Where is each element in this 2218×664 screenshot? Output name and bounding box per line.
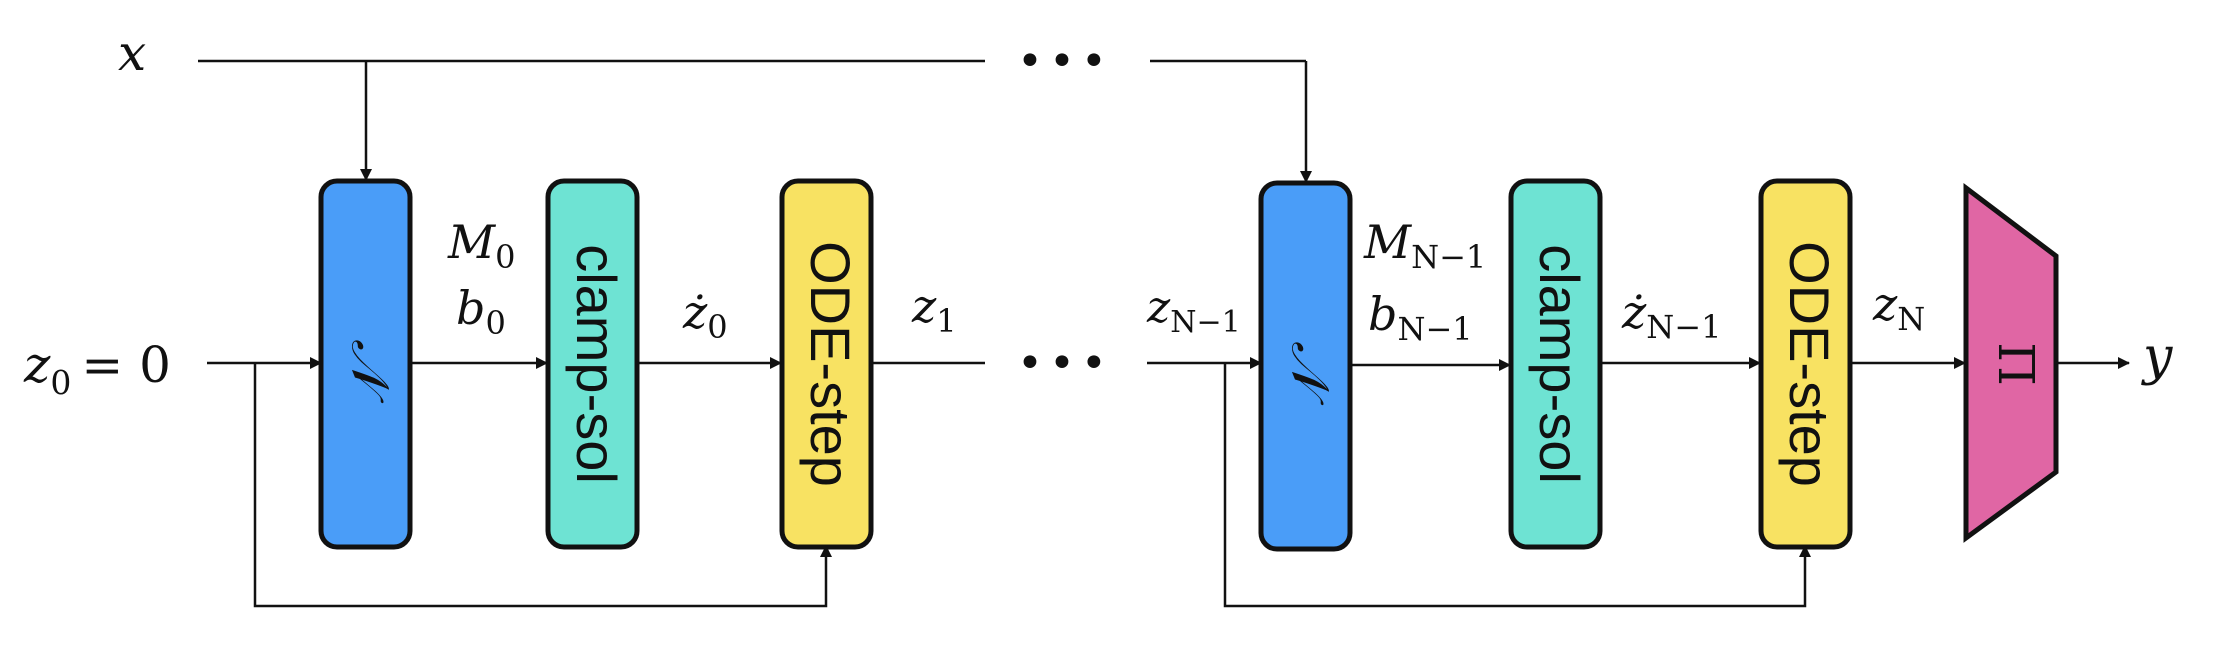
m-n-minus-1-label: MN−1 [1363, 215, 1486, 276]
clamp-sol-label-first: clamp-sol [565, 244, 628, 484]
zdot0-label: ż0 [682, 285, 728, 346]
b-n-minus-1-label: bN−1 [1368, 287, 1473, 348]
z-n-label: zN [1872, 277, 1925, 338]
z1-label: z1 [911, 279, 957, 340]
m0-label: M0 [447, 215, 515, 276]
clamp-sol-label-last: clamp-sol [1528, 244, 1591, 484]
zdot-n-minus-1-label: żN−1 [1621, 285, 1721, 346]
z0-label: z0 = 0 [23, 336, 171, 402]
output-y-label: y [2141, 327, 2173, 387]
ellipsis-middle: ••• [1017, 338, 1113, 389]
input-x-label: x [118, 24, 146, 82]
ellipsis-top: ••• [1017, 36, 1113, 87]
b0-label: b0 [456, 281, 506, 342]
projection-label: Π [1987, 342, 2045, 386]
z-n-minus-1-skip-to-ode-last [1223, 363, 1811, 608]
z0-skip-to-ode-first [253, 363, 832, 608]
z-n-minus-1-input-label: zN−1 [1146, 282, 1241, 340]
ode-step-label-first: ODE-step [799, 241, 862, 487]
ode-step-label-last: ODE-step [1778, 241, 1841, 487]
projection-block [1963, 182, 2059, 543]
